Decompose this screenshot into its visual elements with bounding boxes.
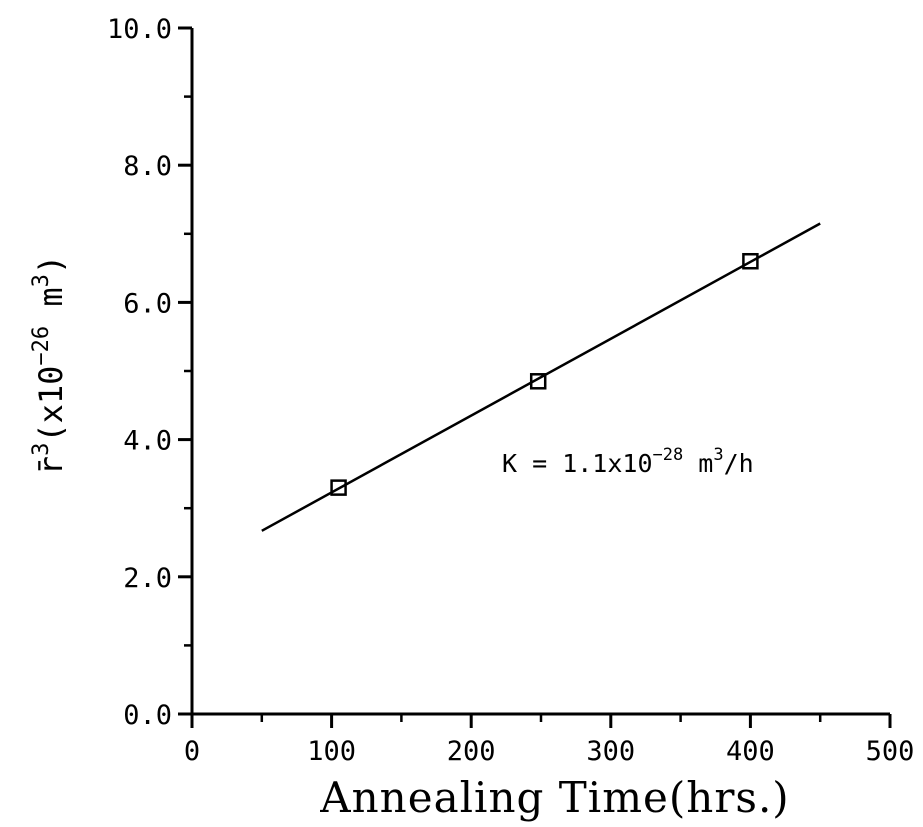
y-label-open: (x10	[32, 366, 70, 443]
y-label-exp3: 3	[29, 274, 54, 287]
x-tick-label: 100	[307, 736, 356, 767]
x-ticks: 0 100 200 300 400 500	[184, 714, 915, 767]
annotation-exponent: −28	[653, 445, 684, 465]
y-tick-label: 0.0	[123, 700, 172, 731]
x-tick-label: 400	[726, 736, 775, 767]
x-axis-label: Annealing Time(hrs.)	[319, 773, 789, 822]
annotation-base: K = 1.1x10	[502, 449, 653, 478]
y-axis-label: r̄3(x10−26 m3)	[29, 255, 70, 475]
x-tick-label: 500	[866, 736, 915, 767]
y-label-unit: m	[32, 287, 70, 326]
x-axis: 0 100 200 300 400 500	[184, 712, 915, 767]
y-tick-label: 8.0	[123, 151, 172, 182]
y-label-prefix: r̄	[32, 456, 70, 475]
y-tick-label: 6.0	[123, 288, 172, 319]
annotation-tail: /h	[724, 449, 754, 478]
data-point	[529, 373, 547, 390]
y-label-exp2: −26	[29, 326, 54, 366]
y-tick-label: 4.0	[123, 426, 172, 457]
x-tick-label: 300	[586, 736, 635, 767]
y-tick-label: 10.0	[107, 14, 172, 45]
y-label-exp1: 3	[29, 443, 54, 456]
x-tick-label: 200	[447, 736, 496, 767]
y-label-close: )	[32, 255, 70, 274]
data-point	[330, 479, 347, 496]
data-point	[742, 252, 759, 270]
data-points	[330, 252, 759, 496]
annotation: K = 1.1x10−28 m3/h	[502, 445, 754, 478]
annotation-unit-exponent: 3	[713, 445, 723, 465]
fit-line	[261, 222, 821, 532]
y-ticks: 0.0 2.0 4.0 6.0 8.0 10.0	[107, 14, 192, 731]
y-tick-label: 2.0	[123, 563, 172, 594]
y-axis: 0.0 2.0 4.0 6.0 8.0 10.0	[107, 14, 194, 731]
x-tick-label: 0	[184, 736, 200, 767]
annotation-unit: m	[683, 449, 713, 478]
